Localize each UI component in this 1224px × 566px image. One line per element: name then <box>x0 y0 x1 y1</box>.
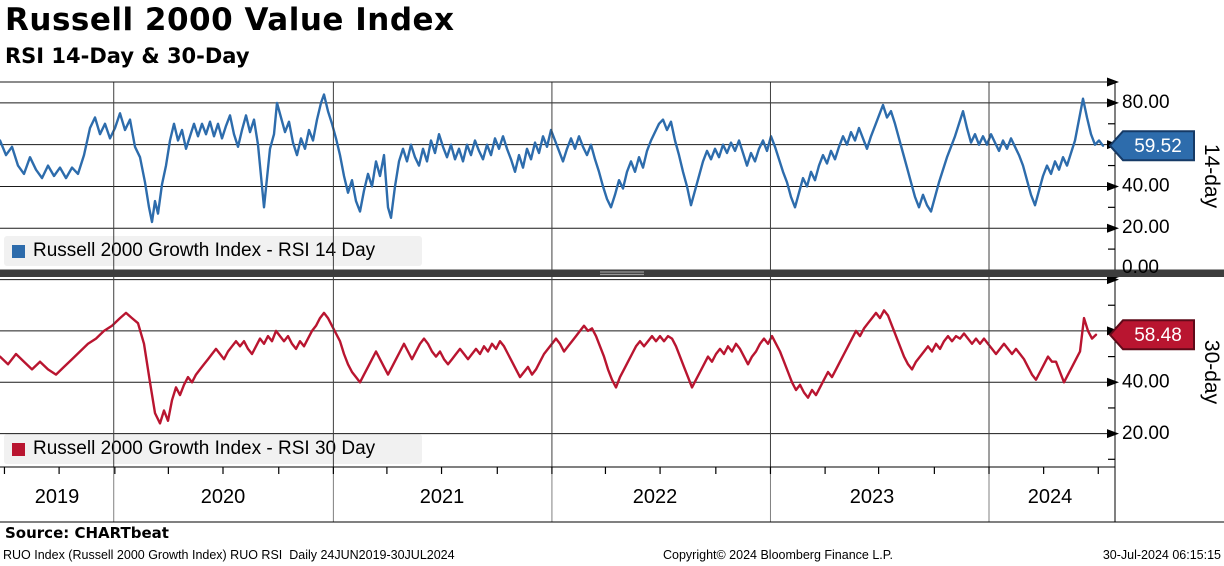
year-label-2021: 2021 <box>420 486 465 508</box>
year-label-2019: 2019 <box>35 486 80 508</box>
page-title: Russell 2000 Value Index <box>5 2 455 38</box>
tick-arrow-icon <box>1107 429 1119 439</box>
tick-arrow-icon <box>1107 140 1119 150</box>
chart-subtitle: RSI 14-Day & 30-Day <box>5 44 250 68</box>
ytick-label-40-bottom: 40.00 <box>1122 371 1170 392</box>
last-value-badge-30day: 58.48 <box>1108 319 1195 351</box>
tick-arrow-icon <box>1107 377 1119 387</box>
tick-arrow-icon <box>1107 272 1119 282</box>
axis-title-30day: 30-day <box>1200 340 1223 405</box>
legend-swatch-red-icon <box>12 442 25 456</box>
ytick-label-40-top: 40.00 <box>1122 175 1170 196</box>
copyright-notice: Copyright© 2024 Bloomberg Finance L.P. <box>663 548 893 562</box>
rsi-14-day-line <box>0 93 1105 224</box>
ticker-description: RUO Index (Russell 2000 Growth Index) RU… <box>3 548 455 562</box>
legend-label: Russell 2000 Growth Index - RSI 30 Day <box>33 438 376 459</box>
panel-divider[interactable] <box>0 269 1224 278</box>
year-label-2020: 2020 <box>201 486 246 508</box>
tick-arrow-icon <box>1107 77 1119 87</box>
legend-label: Russell 2000 Growth Index - RSI 14 Day <box>33 240 376 261</box>
ytick-label-20-top: 20.00 <box>1122 217 1170 238</box>
rsi-30-day-line <box>0 309 1098 425</box>
last-value-14day: 59.52 <box>1134 136 1182 157</box>
ytick-label-0-top: 0.00 <box>1122 257 1159 278</box>
source-label: Source: CHARTbeat <box>5 524 169 542</box>
last-value-30day: 58.48 <box>1134 325 1182 346</box>
year-label-2024: 2024 <box>1028 486 1073 508</box>
ytick-label-20-bottom: 20.00 <box>1122 423 1170 444</box>
tick-arrow-icon <box>1107 223 1119 233</box>
legend-rsi-14day[interactable]: Russell 2000 Growth Index - RSI 14 Day <box>4 236 422 266</box>
ytick-label-80-top: 80.00 <box>1122 92 1170 113</box>
tick-arrow-icon <box>1107 275 1119 285</box>
last-value-badge-14day: 59.52 <box>1108 130 1195 162</box>
timestamp: 30-Jul-2024 06:15:15 <box>1102 548 1221 562</box>
legend-rsi-30day[interactable]: Russell 2000 Growth Index - RSI 30 Day <box>4 434 422 464</box>
year-label-2022: 2022 <box>633 486 678 508</box>
legend-swatch-blue-icon <box>12 244 25 258</box>
year-label-2023: 2023 <box>850 486 895 508</box>
tick-arrow-icon <box>1107 98 1119 108</box>
tick-arrow-icon <box>1107 326 1119 336</box>
axis-title-14day: 14-day <box>1200 144 1223 209</box>
tick-arrow-icon <box>1107 181 1119 191</box>
